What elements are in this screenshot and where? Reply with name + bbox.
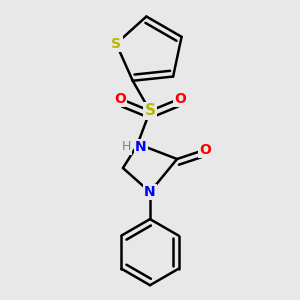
Text: N: N xyxy=(135,140,147,154)
Text: H: H xyxy=(121,140,131,154)
Text: S: S xyxy=(145,103,155,118)
Text: S: S xyxy=(111,37,121,51)
Text: O: O xyxy=(200,143,211,157)
Text: N: N xyxy=(144,185,156,199)
Text: O: O xyxy=(114,92,126,106)
Text: O: O xyxy=(174,92,186,106)
